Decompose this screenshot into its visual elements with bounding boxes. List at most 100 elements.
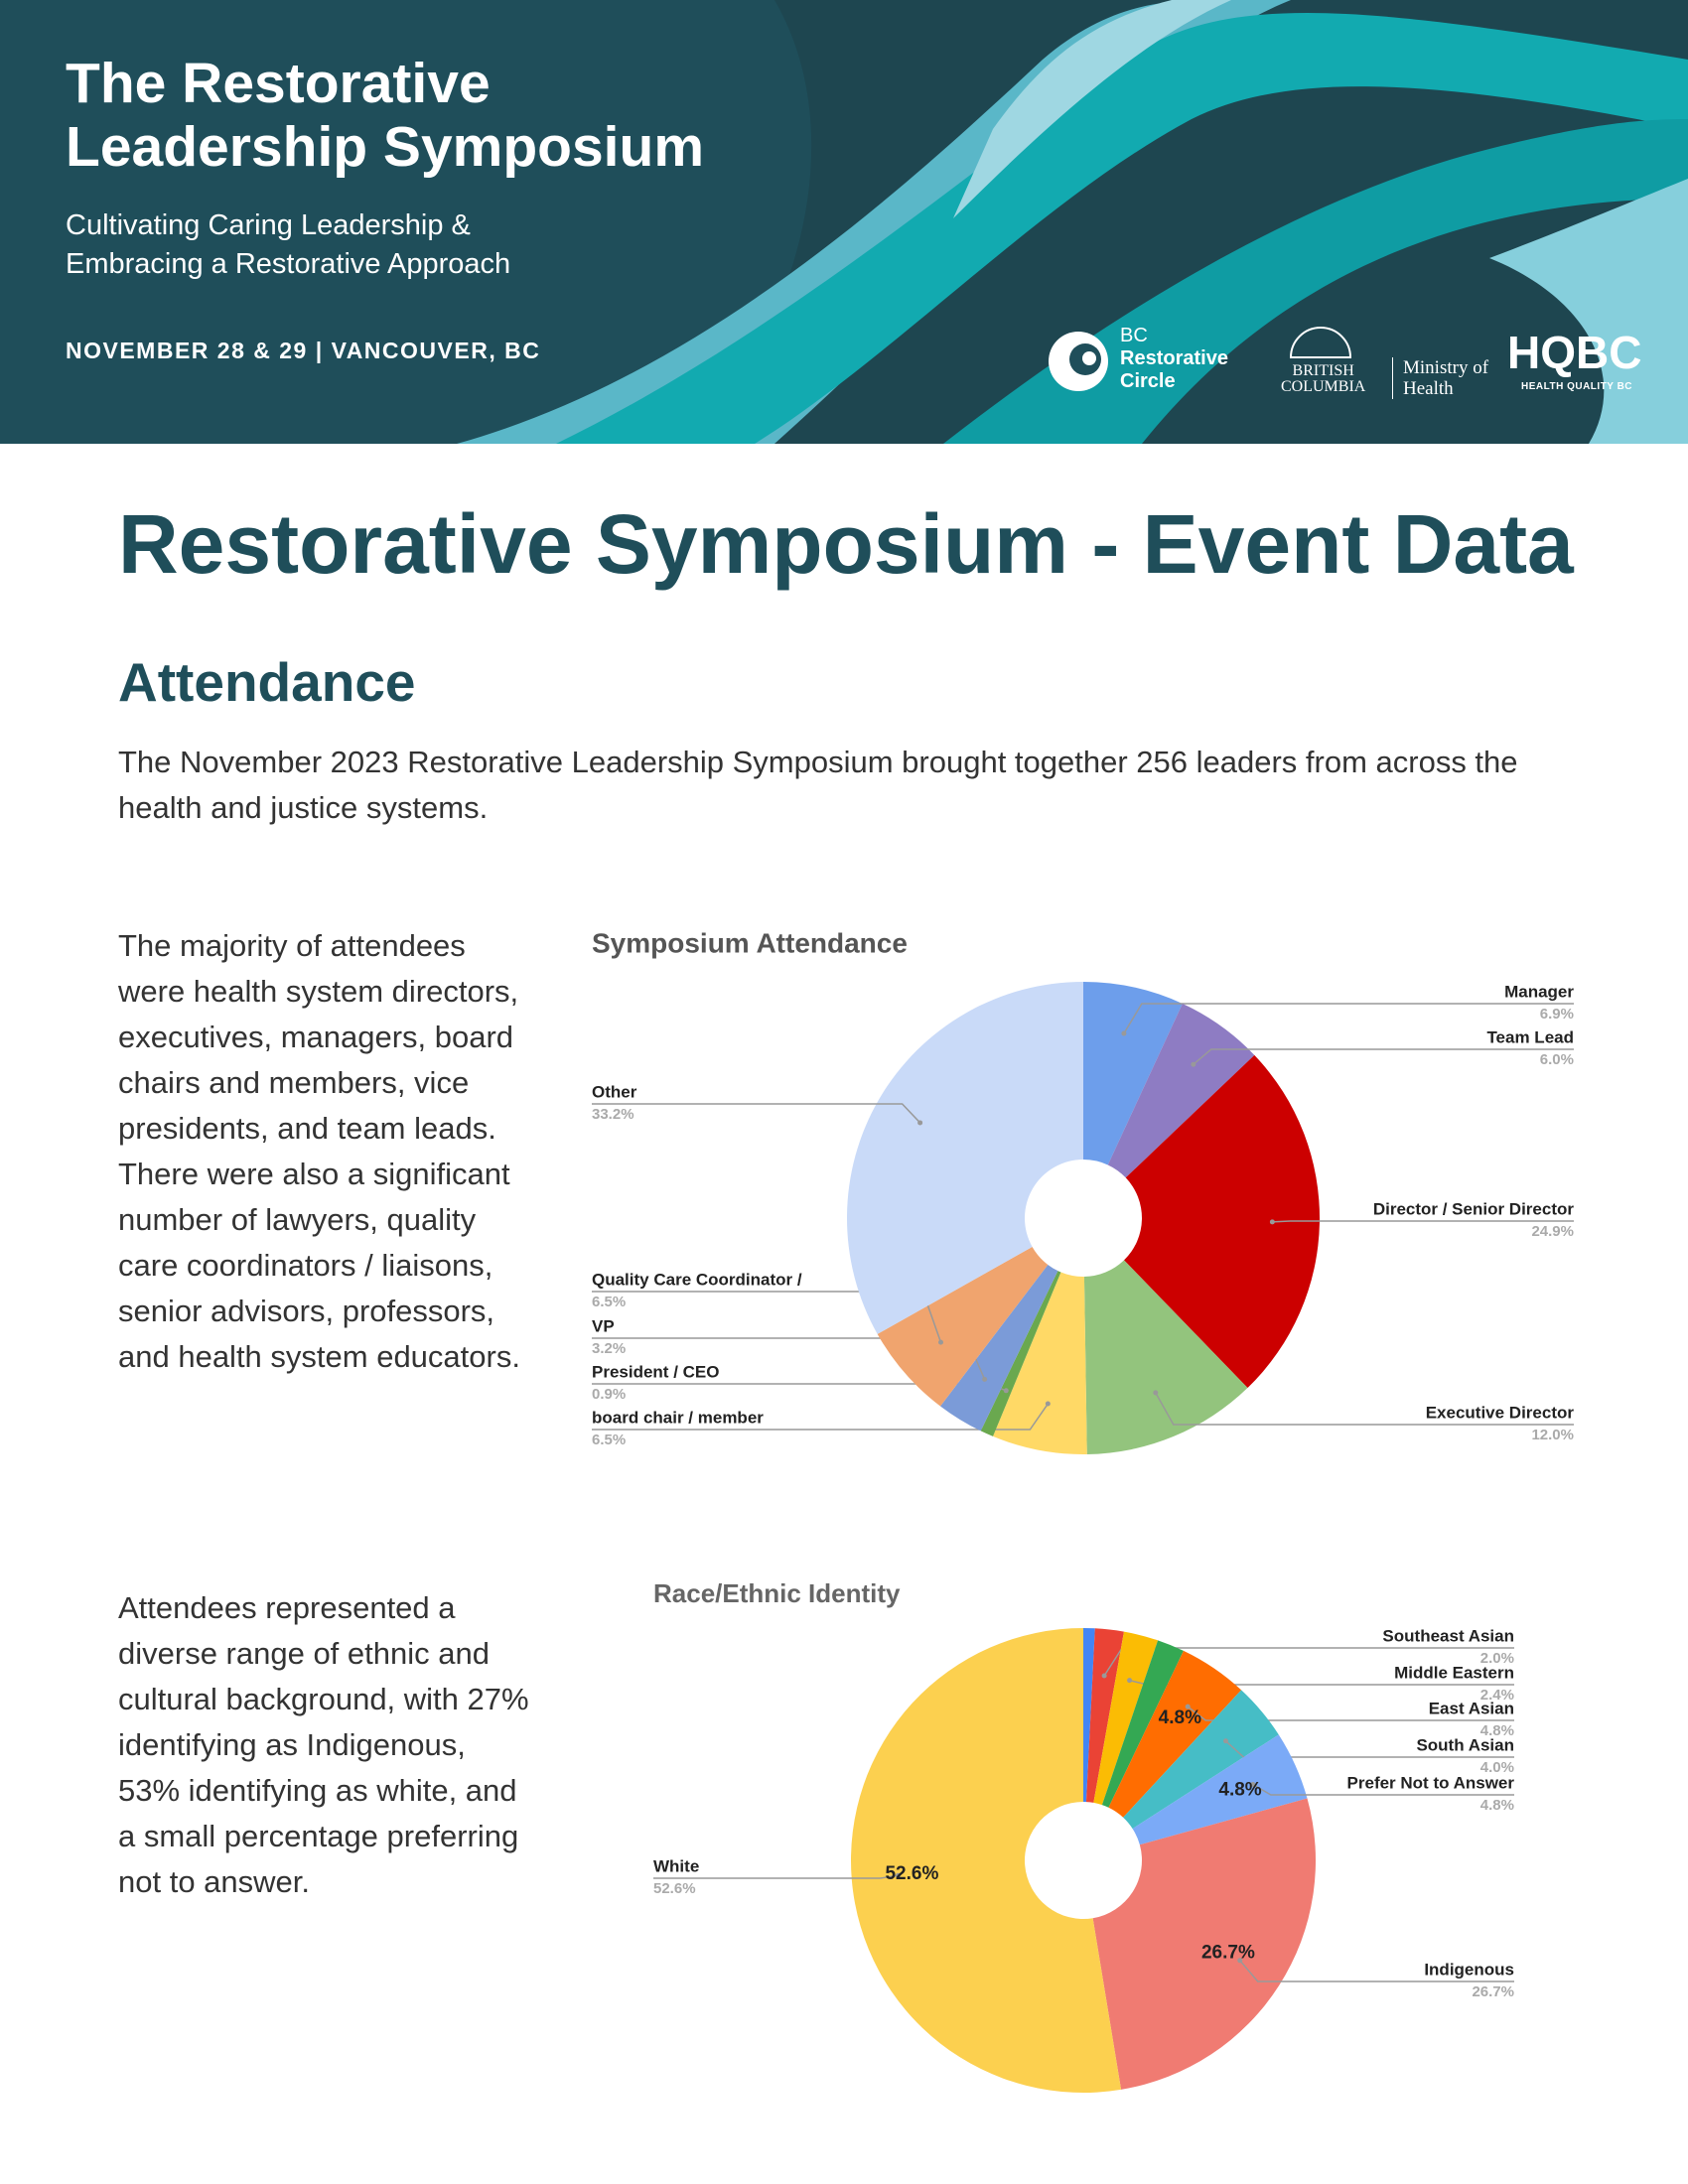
leader-dot <box>1191 1061 1196 1067</box>
slice-label: Manager <box>1504 982 1574 1001</box>
logo-text: BC <box>1120 325 1148 346</box>
leader-line <box>1224 1740 1514 1758</box>
slice-label: President / CEO <box>592 1362 719 1381</box>
slice-label: Other <box>592 1082 637 1101</box>
leader-dot <box>1237 1958 1243 1964</box>
slice-label: Director / Senior Director <box>1373 1199 1575 1218</box>
slice-label: Middle Eastern <box>1394 1663 1514 1682</box>
pie-slice <box>980 1271 1061 1436</box>
slice-value: 4.8% <box>1480 1722 1514 1739</box>
pie-slice <box>1107 1003 1255 1178</box>
leader-line <box>1123 1003 1574 1034</box>
leader-dot <box>1003 1388 1009 1394</box>
slice-inner-label: 26.7% <box>1201 1942 1255 1963</box>
leader-dot <box>1121 1030 1127 1036</box>
pie-slice <box>1101 1640 1184 1808</box>
logo-text: Health <box>1403 378 1454 399</box>
slice-value: 2.0% <box>1480 1650 1514 1667</box>
slice-label: Indigenous <box>1424 1960 1514 1979</box>
logo-text: BRITISH <box>1292 362 1354 379</box>
slice-label: Team Lead <box>1486 1027 1574 1046</box>
event-date: NOVEMBER 28 & 29 | VANCOUVER, BC <box>66 338 541 363</box>
slice-value: 6.5% <box>592 1432 626 1448</box>
description: The majority of attendees were health sy… <box>118 928 520 1374</box>
hqbc-logo: HQBC <box>1507 327 1642 378</box>
wave <box>943 119 1688 444</box>
slice-value: 6.9% <box>1540 1006 1574 1023</box>
page-title: Restorative Symposium - Event Data <box>118 497 1574 591</box>
banner-title: The Restorative Leadership Symposium <box>66 52 704 179</box>
leader-dot <box>1269 1219 1275 1225</box>
slice-value: 24.9% <box>1531 1223 1574 1240</box>
leader-dot <box>1153 1390 1159 1396</box>
logo-text: COLUMBIA <box>1281 378 1366 395</box>
logo-mark <box>1289 327 1352 358</box>
leader-dot <box>982 1376 988 1382</box>
section-heading: Attendance <box>118 651 416 713</box>
leader-line <box>1272 1220 1574 1223</box>
slice-value: 4.0% <box>1480 1759 1514 1776</box>
chart-title: Race/Ethnic Identity <box>653 1578 901 1608</box>
slice-value: 6.0% <box>1540 1051 1574 1068</box>
leader-dot <box>1127 1678 1133 1684</box>
slice-label: White <box>653 1856 699 1875</box>
province-logo: BRITISH COLUMBIA <box>1281 363 1365 395</box>
pie-slice <box>993 1272 1087 1454</box>
chart-title: Symposium Attendance <box>592 927 908 958</box>
pie-slice <box>1108 1650 1242 1818</box>
wave <box>556 13 1688 444</box>
wave <box>1489 179 1688 444</box>
slice-label: board chair / member <box>592 1408 764 1427</box>
slice-label: Quality Care Coordinator / <box>592 1270 802 1289</box>
hqbc-subtitle: HEALTH QUALITY BC <box>1521 381 1633 392</box>
leader-dot <box>1222 1738 1228 1744</box>
intro-paragraph: The November 2023 Restorative Leadership… <box>118 745 1518 825</box>
slice-value: 26.7% <box>1472 1983 1514 2000</box>
pie-slice <box>1083 1260 1248 1454</box>
slice-value: 0.9% <box>592 1386 626 1403</box>
slice-label: East Asian <box>1429 1699 1514 1717</box>
logo-mark <box>1082 351 1096 365</box>
description: Attendees represented a diverse range of… <box>118 1590 529 1899</box>
leader-line <box>1193 1048 1574 1065</box>
slice-label: South Asian <box>1416 1735 1514 1754</box>
leader-line <box>653 1874 899 1879</box>
subtitle-line: Embracing a Restorative Approach <box>66 248 511 280</box>
pie-slice <box>1123 1690 1279 1830</box>
slice-value: 3.2% <box>592 1340 626 1357</box>
header-waves <box>457 0 1688 444</box>
leader-dot <box>1250 1782 1256 1788</box>
pie-slice <box>1085 1628 1124 1803</box>
slice-inner-label: 52.6% <box>885 1863 938 1884</box>
slice-inner-label: 4.8% <box>1159 1707 1201 1728</box>
banner-subtitle: Cultivating Caring Leadership & Embracing… <box>66 206 510 284</box>
slice-value: 33.2% <box>592 1106 634 1123</box>
bc-restorative-logo: BC Restorative Circle <box>1120 325 1228 393</box>
leader-dot <box>1045 1401 1051 1407</box>
pie-slice <box>1132 1734 1308 1845</box>
leader-dot <box>895 1872 901 1878</box>
leader-line <box>1252 1783 1514 1796</box>
pie-slice <box>1083 982 1183 1165</box>
ministry-logo: Ministry of Health <box>1392 357 1488 399</box>
pie-slice <box>1093 1631 1159 1806</box>
leader-line <box>592 1103 921 1124</box>
slice-label: Prefer Not to Answer <box>1347 1773 1515 1792</box>
pie-slice <box>1083 1628 1095 1803</box>
slice-value: 2.4% <box>1480 1687 1514 1704</box>
pie-slice <box>940 1264 1058 1432</box>
leader-line <box>1155 1392 1574 1426</box>
leader-dot <box>1185 1704 1191 1709</box>
logo-text: Restorative <box>1120 347 1228 369</box>
slice-value: 4.8% <box>1480 1797 1514 1814</box>
logo-text: Ministry of <box>1403 357 1489 378</box>
slice-inner-label: 4.8% <box>1218 1779 1261 1800</box>
pie-slice <box>1092 1798 1316 2090</box>
slice-value: 12.0% <box>1531 1427 1574 1443</box>
banner-title-line: The Restorative <box>66 52 491 115</box>
leader-dot <box>1101 1673 1107 1679</box>
pie-slice <box>851 1628 1122 2093</box>
leader-line <box>1239 1960 1514 1982</box>
leader-line <box>1187 1706 1514 1721</box>
